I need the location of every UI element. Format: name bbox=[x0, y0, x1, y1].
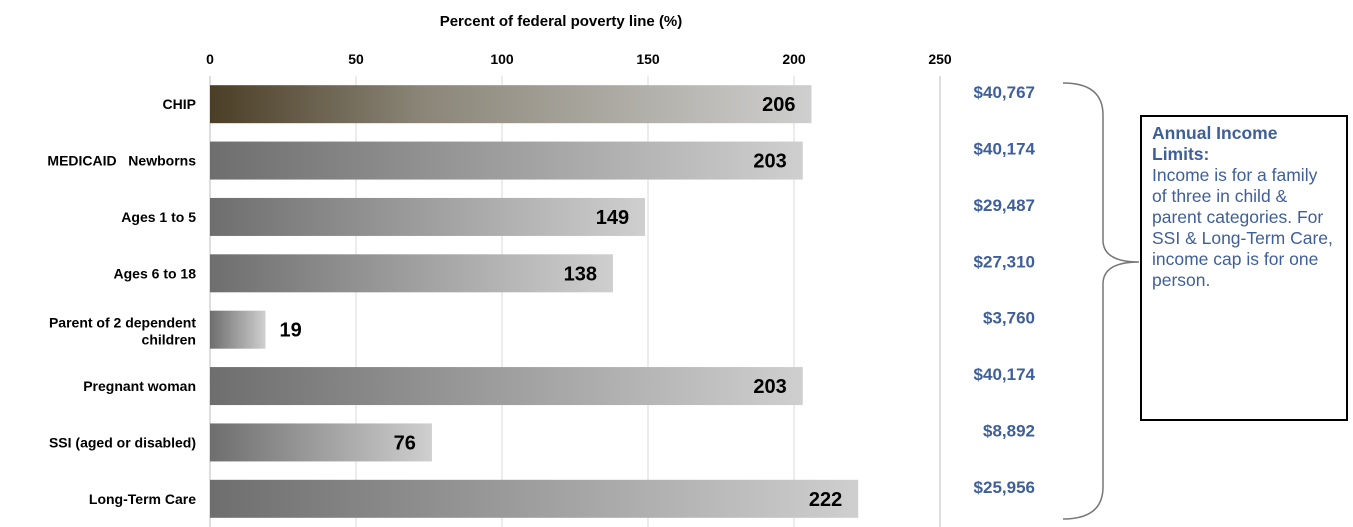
income-limit-label: $25,956 bbox=[974, 478, 1035, 497]
value-label: 19 bbox=[279, 320, 301, 342]
income-limit-label: $29,487 bbox=[974, 196, 1035, 215]
value-label: 138 bbox=[564, 263, 597, 285]
note-body: Income is for a family of three in child… bbox=[1152, 165, 1333, 290]
category-label: Pregnant woman bbox=[83, 378, 196, 394]
x-axis-ticks: 0 50 100 150 200 250 bbox=[206, 51, 952, 67]
annual-income-note: Annual Income Limits: Income is for a fa… bbox=[1140, 115, 1348, 421]
bar bbox=[210, 197, 646, 236]
income-limit-label: $8,892 bbox=[983, 421, 1035, 440]
value-label: 149 bbox=[596, 207, 629, 229]
x-tick-label: 150 bbox=[636, 51, 660, 67]
income-limit-label: $27,310 bbox=[974, 252, 1035, 271]
income-limit-label: $40,174 bbox=[974, 140, 1036, 159]
income-limit-labels: $40,767 $40,174 $29,487 $27,310 $3,760 $40,17… bbox=[974, 83, 1036, 497]
income-limit-label: $3,760 bbox=[983, 309, 1035, 328]
x-tick-label: 200 bbox=[782, 51, 806, 67]
x-tick-label: 250 bbox=[928, 51, 952, 67]
category-label: CHIP bbox=[163, 96, 196, 112]
brace-icon bbox=[1062, 82, 1140, 520]
category-label: SSI (aged or disabled) bbox=[49, 434, 196, 450]
value-label: 206 bbox=[762, 94, 795, 116]
x-tick-label: 50 bbox=[348, 51, 364, 67]
category-label: Long-Term Care bbox=[89, 491, 196, 507]
chart-title: Percent of federal poverty line (%) bbox=[440, 13, 683, 30]
bar bbox=[210, 367, 803, 406]
value-label: 203 bbox=[753, 151, 786, 173]
value-labels: 206 203 149 138 19 203 76 222 bbox=[279, 94, 842, 511]
category-label: Ages 1 to 5 bbox=[121, 209, 196, 225]
value-label: 203 bbox=[753, 376, 786, 398]
value-label: 222 bbox=[809, 489, 842, 511]
income-limit-label: $40,767 bbox=[974, 83, 1035, 102]
category-label: MEDICAID Newborns bbox=[47, 153, 196, 169]
bar bbox=[210, 423, 432, 462]
bar bbox=[210, 85, 812, 124]
bar bbox=[210, 310, 266, 349]
x-tick-label: 0 bbox=[206, 51, 214, 67]
x-tick-label: 100 bbox=[490, 51, 514, 67]
category-label: Parent of 2 dependent children bbox=[49, 315, 196, 348]
note-title: Annual Income Limits: bbox=[1152, 123, 1278, 164]
bars bbox=[210, 85, 859, 518]
category-label: Ages 6 to 18 bbox=[114, 265, 197, 281]
value-label: 76 bbox=[394, 432, 416, 454]
bar bbox=[210, 141, 803, 180]
category-labels: CHIP MEDICAID Newborns Ages 1 to 5 Ages 6 t… bbox=[47, 96, 196, 507]
bar bbox=[210, 254, 613, 293]
bar bbox=[210, 479, 859, 518]
income-limit-label: $40,174 bbox=[974, 365, 1036, 384]
